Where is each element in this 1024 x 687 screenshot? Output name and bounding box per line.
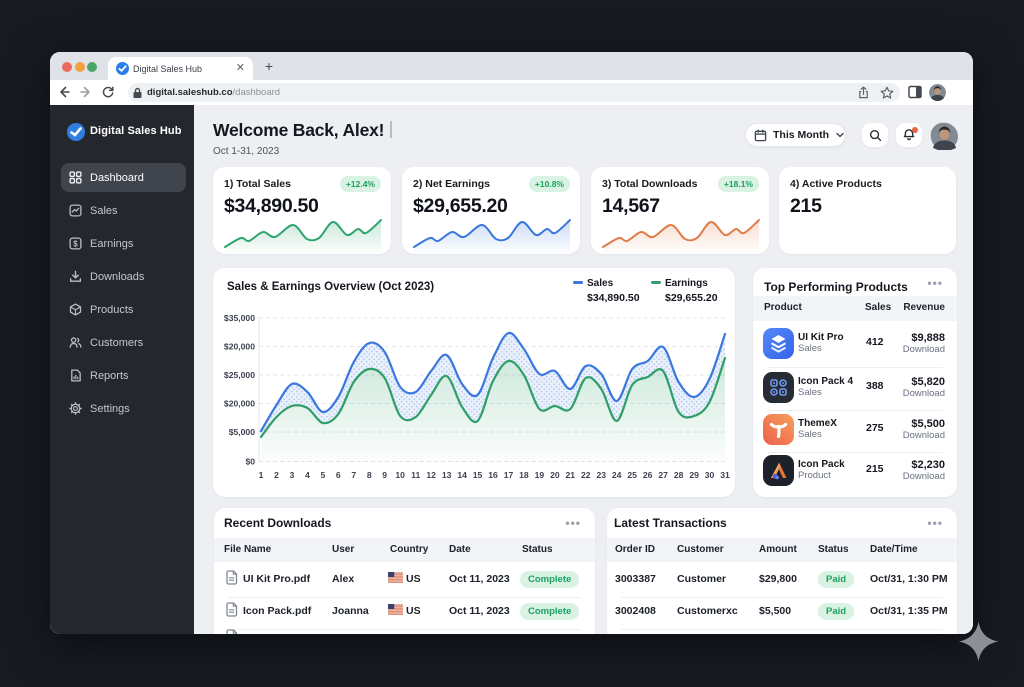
svg-text:$35,000: $35,000 bbox=[224, 313, 255, 323]
svg-text:19: 19 bbox=[535, 470, 545, 480]
svg-text:15: 15 bbox=[473, 470, 483, 480]
svg-text:8: 8 bbox=[367, 470, 372, 480]
svg-text:24: 24 bbox=[612, 470, 622, 480]
svg-text:$5,000: $5,000 bbox=[229, 427, 256, 437]
svg-text:10: 10 bbox=[395, 470, 405, 480]
svg-text:21: 21 bbox=[566, 470, 576, 480]
svg-text:13: 13 bbox=[442, 470, 452, 480]
svg-text:23: 23 bbox=[597, 470, 607, 480]
svg-text:3: 3 bbox=[290, 470, 295, 480]
svg-text:20: 20 bbox=[550, 470, 560, 480]
svg-text:$20,000: $20,000 bbox=[224, 342, 255, 352]
svg-text:14: 14 bbox=[457, 470, 467, 480]
svg-text:26: 26 bbox=[643, 470, 653, 480]
svg-text:5: 5 bbox=[321, 470, 326, 480]
svg-text:16: 16 bbox=[488, 470, 498, 480]
svg-text:1: 1 bbox=[259, 470, 264, 480]
svg-text:9: 9 bbox=[382, 470, 387, 480]
svg-text:7: 7 bbox=[351, 470, 356, 480]
svg-text:18: 18 bbox=[519, 470, 529, 480]
svg-text:31: 31 bbox=[720, 470, 730, 480]
svg-text:$0: $0 bbox=[245, 457, 255, 467]
svg-text:$: $ bbox=[73, 239, 78, 248]
svg-text:12: 12 bbox=[426, 470, 436, 480]
svg-text:11: 11 bbox=[411, 470, 420, 480]
svg-text:28: 28 bbox=[674, 470, 684, 480]
svg-text:6: 6 bbox=[336, 470, 341, 480]
svg-text:17: 17 bbox=[504, 470, 514, 480]
svg-text:25: 25 bbox=[627, 470, 637, 480]
svg-text:$25,000: $25,000 bbox=[224, 370, 255, 380]
svg-text:4: 4 bbox=[305, 470, 310, 480]
svg-text:$20,000: $20,000 bbox=[224, 399, 255, 409]
svg-text:29: 29 bbox=[689, 470, 699, 480]
svg-text:27: 27 bbox=[658, 470, 668, 480]
svg-text:30: 30 bbox=[705, 470, 715, 480]
svg-text:2: 2 bbox=[274, 470, 279, 480]
svg-text:22: 22 bbox=[581, 470, 591, 480]
